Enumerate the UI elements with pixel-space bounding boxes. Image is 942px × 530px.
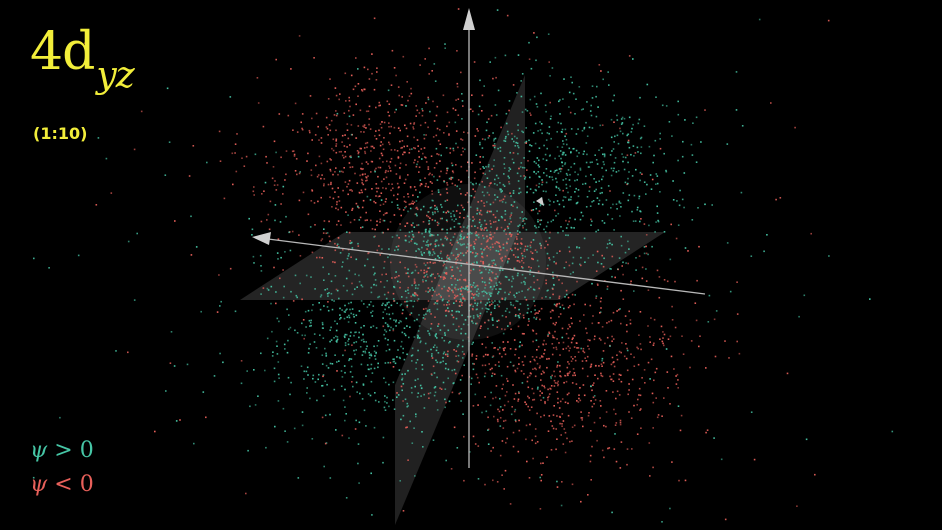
legend-negative: ψ < 0 bbox=[30, 472, 94, 497]
title-subscript: yz bbox=[96, 55, 134, 96]
depth-axis-arrow-icon bbox=[536, 197, 544, 206]
horizontal-axis-arrow-icon bbox=[252, 232, 271, 245]
legend-positive: ψ > 0 bbox=[30, 438, 94, 463]
scale-label: (1:10) bbox=[33, 124, 88, 143]
legend-negative-symbol: ψ bbox=[30, 472, 48, 497]
title-main: 4d bbox=[30, 22, 95, 82]
vertical-axis-arrow-icon bbox=[463, 8, 475, 30]
legend-positive-symbol: ψ bbox=[30, 438, 48, 463]
legend-negative-relation: < 0 bbox=[54, 472, 94, 497]
probability-point-cloud bbox=[32, 8, 894, 523]
orbital-title: 4dyz bbox=[30, 26, 135, 94]
legend-positive-relation: > 0 bbox=[54, 438, 94, 463]
horizontal-axis bbox=[267, 238, 706, 295]
